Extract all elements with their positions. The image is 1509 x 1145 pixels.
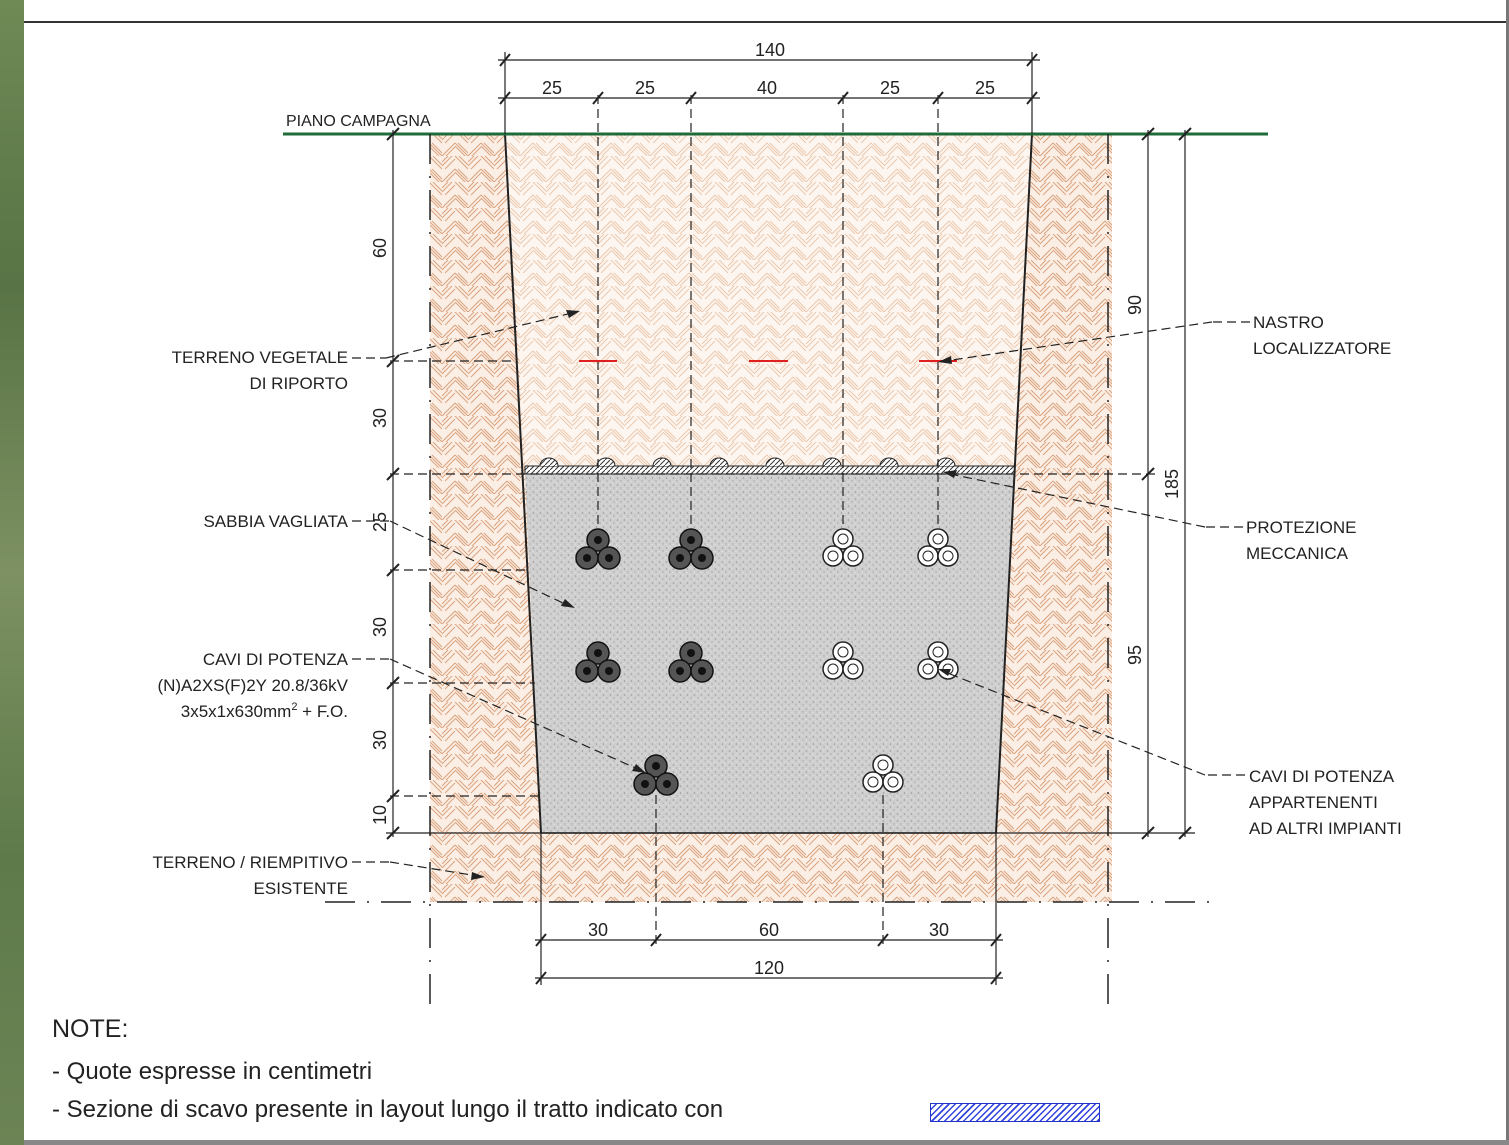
boundary-lines [325, 134, 1215, 1010]
dim-top-seg-2: 25 [635, 78, 655, 98]
trench-wall-right [995, 133, 1033, 834]
cable-axis-lines [597, 95, 939, 945]
new-power-cables [575, 528, 714, 796]
svg-text:LOCALIZZATORE: LOCALIZZATORE [1253, 339, 1391, 358]
level-lines [390, 360, 1158, 797]
dim-bottom-seg-1: 30 [588, 920, 608, 940]
svg-text:TERRENO / RIEMPITIVO: TERRENO / RIEMPITIVO [152, 853, 348, 872]
dim-bottom-seg-3: 30 [929, 920, 949, 940]
dim-top-seg-3: 40 [757, 78, 777, 98]
protection-bumps [539, 457, 956, 467]
svg-text:AD ALTRI IMPIANTI: AD ALTRI IMPIANTI [1249, 819, 1402, 838]
svg-text:DI RIPORTO: DI RIPORTO [249, 374, 348, 393]
dim-left-25: 25 [370, 512, 390, 532]
svg-text:ESISTENTE: ESISTENTE [254, 879, 348, 898]
dim-left-60: 60 [370, 238, 390, 258]
cable-trefoil-dark [575, 641, 621, 683]
label-locator-tape: NASTRO LOCALIZZATORE [1253, 313, 1391, 358]
label-topsoil: TERRENO VEGETALE DI RIPORTO [172, 348, 348, 393]
cable-trefoil-white [822, 528, 864, 567]
label-sand: SABBIA VAGLIATA [203, 512, 348, 531]
label-existing-soil: TERRENO / RIEMPITIVO ESISTENTE [152, 853, 348, 898]
hatched-legend-swatch [930, 1103, 1100, 1122]
svg-text:NASTRO: NASTRO [1253, 313, 1324, 332]
dimension-lines [386, 52, 1195, 985]
sheet-top-border [24, 0, 1509, 23]
other-plant-cables [822, 528, 959, 793]
map-edge-strip [0, 0, 24, 1145]
dim-top-seg-5: 25 [975, 78, 995, 98]
ground-level-label: PIANO CAMPAGNA [286, 113, 431, 130]
cable-trefoil-dark [668, 641, 714, 683]
cable-trefoil-white [862, 754, 904, 793]
notes-title: NOTE: [52, 1015, 129, 1043]
leader-arrowheads [471, 310, 957, 880]
dim-top-total: 140 [755, 40, 785, 60]
svg-text:(N)A2XS(F)2Y 20.8/36kV: (N)A2XS(F)2Y 20.8/36kV [157, 676, 348, 695]
note-section-location: - Sezione di scavo presente in layout lu… [52, 1096, 724, 1123]
dim-right-95: 95 [1125, 645, 1145, 665]
label-mechanical-protection: PROTEZIONE MECCANICA [1246, 518, 1357, 563]
dim-bottom-total: 120 [754, 958, 784, 978]
cable-trefoil-dark [575, 528, 621, 570]
existing-soil-bottom [540, 833, 998, 902]
svg-text:MECCANICA: MECCANICA [1246, 544, 1349, 563]
trench-wall-left [504, 133, 542, 834]
cable-trefoil-dark [668, 528, 714, 570]
topsoil-backfill [505, 134, 1032, 466]
dim-left-30c: 30 [370, 730, 390, 750]
dimension-ticks [386, 53, 1192, 985]
svg-text:3x5x1x630mm2 + F.O.: 3x5x1x630mm2 + F.O. [181, 701, 348, 721]
svg-text:TERRENO VEGETALE: TERRENO VEGETALE [172, 348, 348, 367]
dim-top-seg-1: 25 [542, 78, 562, 98]
svg-text:PROTEZIONE: PROTEZIONE [1246, 518, 1357, 537]
cable-trefoil-dark [633, 754, 679, 796]
svg-text:CAVI DI POTENZA: CAVI DI POTENZA [1249, 767, 1395, 786]
sheet-bottom-border [24, 1140, 1509, 1145]
dim-left-30b: 30 [370, 617, 390, 637]
sand-bed [525, 474, 1015, 833]
label-power-cables: CAVI DI POTENZA (N)A2XS(F)2Y 20.8/36kV 3… [157, 650, 348, 721]
leader-lines [352, 312, 1250, 877]
cable-trefoil-white [917, 528, 959, 567]
dim-top-seg-4: 25 [880, 78, 900, 98]
dim-left-10: 10 [370, 805, 390, 825]
dim-left-30a: 30 [370, 408, 390, 428]
dim-bottom-seg-2: 60 [759, 920, 779, 940]
label-other-cables: CAVI DI POTENZA APPARTENENTI AD ALTRI IM… [1249, 767, 1402, 838]
dim-right-185: 185 [1162, 469, 1182, 499]
svg-text:CAVI DI POTENZA: CAVI DI POTENZA [203, 650, 349, 669]
sheet-right-border [1506, 0, 1509, 1145]
note-units: - Quote espresse in centimetri [52, 1058, 373, 1085]
svg-text:APPARTENENTI: APPARTENENTI [1249, 793, 1378, 812]
cable-trefoil-white [822, 641, 864, 680]
svg-text:SABBIA VAGLIATA: SABBIA VAGLIATA [203, 512, 348, 531]
dim-right-90: 90 [1125, 295, 1145, 315]
